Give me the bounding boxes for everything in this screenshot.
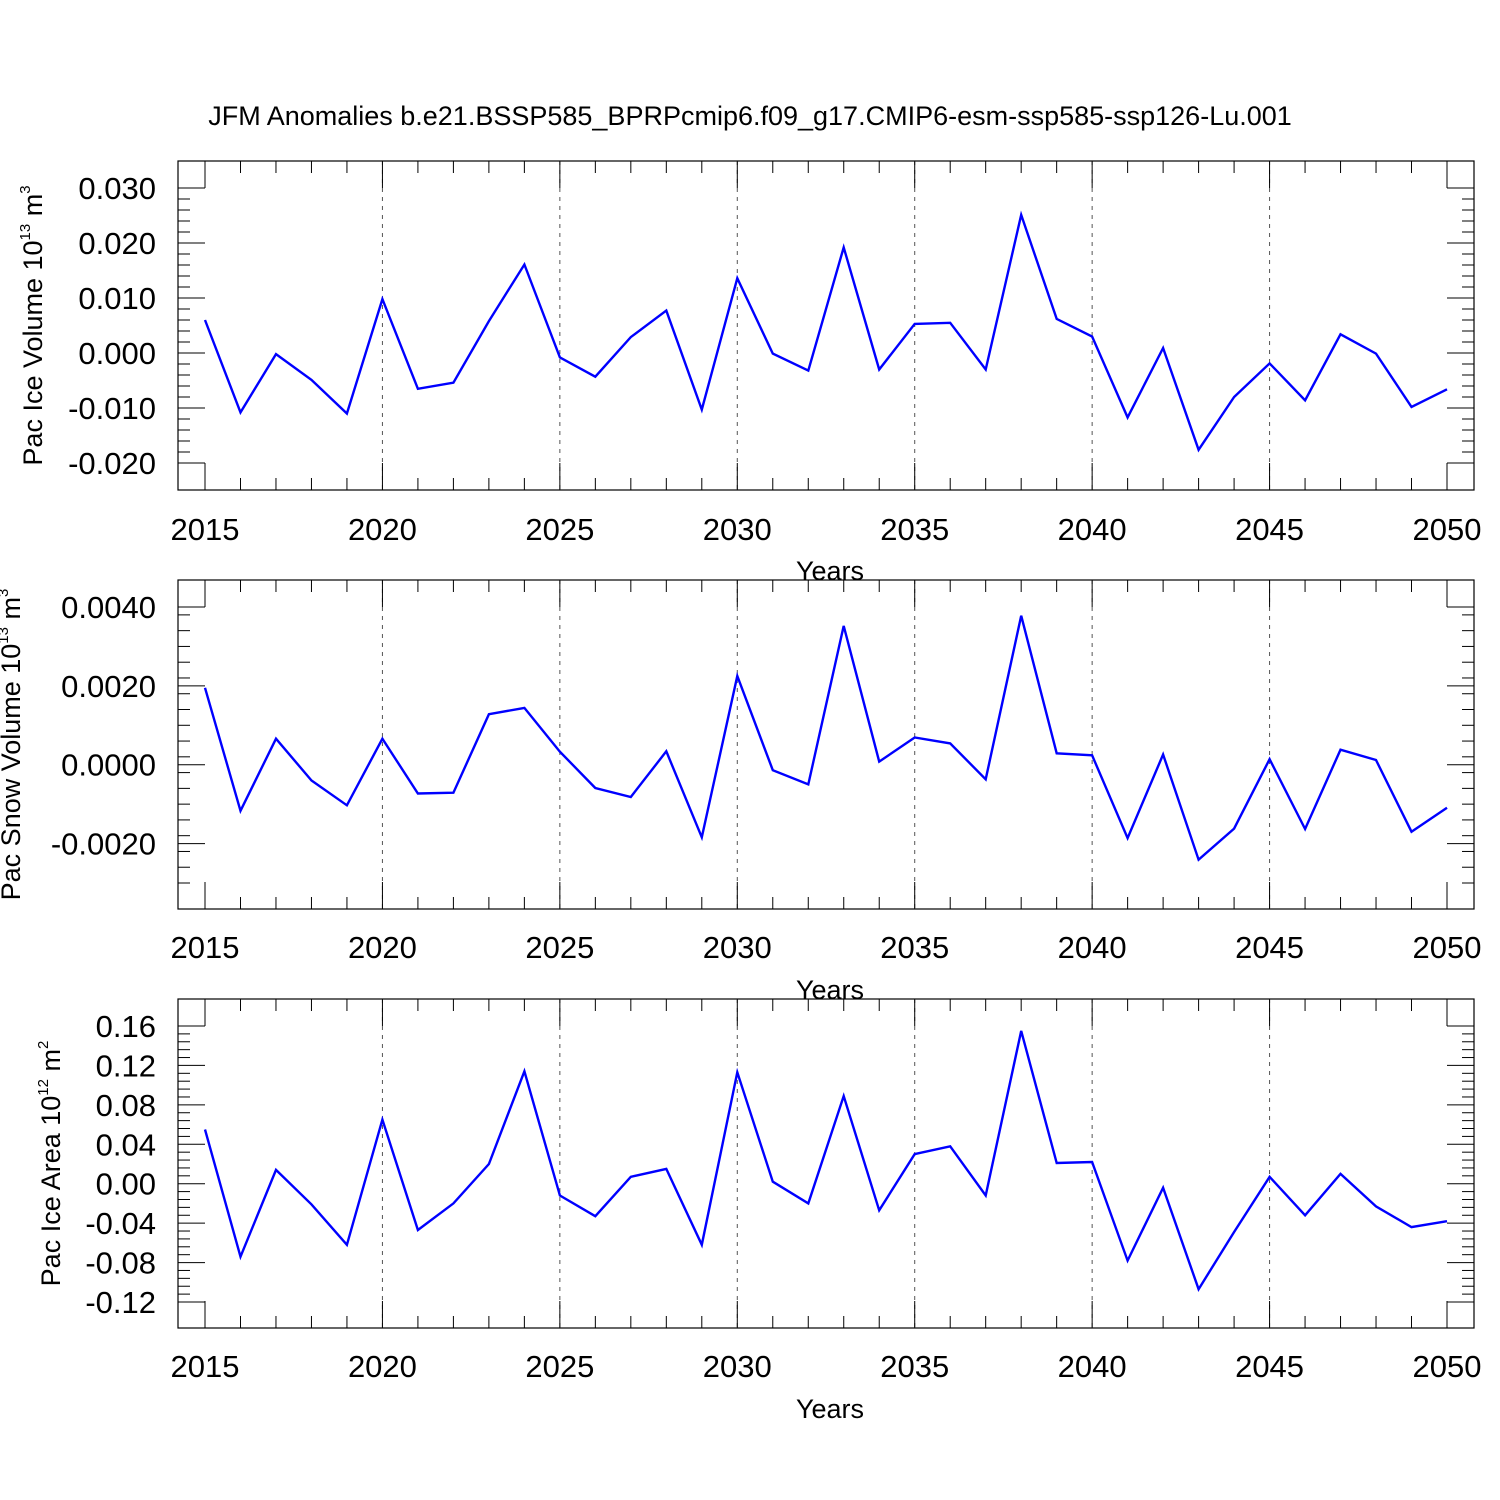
y-axis-title-superscript: 2: [35, 1041, 52, 1049]
y-tick-label: -0.12: [85, 1285, 156, 1320]
y-tick-label: 0.0040: [61, 590, 156, 625]
panel-3: 0.16 0.12 0.08 0.04 0.00 -0.04 -0.08 -0.12 2015 2…: [35, 998, 1482, 1424]
x-tick-label: 2050: [1413, 930, 1482, 965]
y-tick-label: 0.08: [96, 1088, 156, 1123]
y-axis-title-superscript: 3: [0, 589, 12, 597]
x-axis-title: Years: [796, 1394, 864, 1424]
x-tick-label: 2020: [348, 512, 417, 547]
x-tick-label: 2030: [703, 1349, 772, 1384]
x-tick-label: 2045: [1235, 1349, 1304, 1384]
y-axis-title-superscript: 13: [17, 224, 34, 241]
y-tick-label: -0.08: [85, 1246, 156, 1281]
y-tick-label: 0.04: [96, 1127, 156, 1162]
y-tick-label: 0.030: [78, 171, 156, 206]
x-tick-label: 2020: [348, 1349, 417, 1384]
y-tick-label: -0.020: [68, 446, 156, 481]
y-axis-title-text: Pac Ice Area 10: [36, 1096, 66, 1287]
y-tick-label: -0.04: [85, 1206, 156, 1241]
x-tick-label: 2030: [703, 930, 772, 965]
chart-title: JFM Anomalies b.e21.BSSP585_BPRPcmip6.f0…: [208, 101, 1292, 131]
x-tick-label: 2050: [1413, 512, 1482, 547]
panel-1: 0.030 0.020 0.010 0.000 -0.010 -0.020 2015 2020…: [17, 160, 1482, 586]
x-tick-label: 2015: [171, 1349, 240, 1384]
y-tick-label: 0.16: [96, 1009, 156, 1044]
x-axis-title: Years: [796, 975, 864, 1005]
x-tick-label: 2040: [1058, 512, 1127, 547]
series-line: [203, 1030, 1448, 1292]
plot-frame: [177, 160, 1475, 491]
y-tick-label: 0.010: [78, 281, 156, 316]
x-tick-label: 2025: [525, 512, 594, 547]
x-tick-label: 2035: [880, 930, 949, 965]
series-line: [203, 210, 1448, 453]
y-axis-title-text: m: [36, 1049, 66, 1079]
x-tick-label: 2015: [171, 930, 240, 965]
y-tick-label: -0.010: [68, 391, 156, 426]
y-axis-title: Pac Ice Area 1012 m2: [35, 1041, 66, 1287]
y-axis-title-superscript: 13: [0, 627, 12, 644]
y-axis-title: Pac Ice Volume 1013 m3: [17, 185, 48, 465]
panels: 0.030 0.020 0.010 0.000 -0.010 -0.020 2015 2020…: [0, 160, 1482, 1424]
y-axis-title-superscript: 3: [17, 185, 34, 193]
y-tick-label: 0.000: [78, 336, 156, 371]
y-tick-label: 0.12: [96, 1048, 156, 1083]
x-tick-label: 2025: [525, 1349, 594, 1384]
panel-2: 0.0040 0.0020 0.0000 -0.0020 2015 2020 2025 203…: [0, 579, 1482, 1005]
x-axis-title: Years: [796, 556, 864, 586]
x-tick-label: 2045: [1235, 930, 1304, 965]
x-tick-label: 2020: [348, 930, 417, 965]
y-tick-label: 0.0020: [61, 669, 156, 704]
x-tick-label: 2035: [880, 512, 949, 547]
y-tick-label: 0.0000: [61, 748, 156, 783]
y-axis-title-text: Pac Ice Volume 10: [18, 240, 48, 465]
y-axis-title-text: m: [0, 597, 26, 627]
x-tick-label: 2040: [1058, 1349, 1127, 1384]
y-axis-title-text: m: [18, 194, 48, 224]
y-axis-title-superscript: 12: [35, 1079, 52, 1096]
plot-frame: [177, 579, 1475, 910]
y-axis-title: Pac Snow Volume 1013 m3: [0, 589, 26, 901]
x-tick-label: 2030: [703, 512, 772, 547]
x-tick-label: 2035: [880, 1349, 949, 1384]
x-tick-label: 2015: [171, 512, 240, 547]
x-tick-label: 2040: [1058, 930, 1127, 965]
series-line: [203, 615, 1448, 862]
x-tick-label: 2045: [1235, 512, 1304, 547]
y-tick-label: 0.020: [78, 226, 156, 261]
x-tick-label: 2025: [525, 930, 594, 965]
y-tick-label: -0.0020: [51, 827, 156, 862]
y-tick-label: 0.00: [96, 1167, 156, 1202]
y-axis-title-text: Pac Snow Volume 10: [0, 644, 26, 901]
x-tick-label: 2050: [1413, 1349, 1482, 1384]
plot-frame: [177, 998, 1475, 1329]
